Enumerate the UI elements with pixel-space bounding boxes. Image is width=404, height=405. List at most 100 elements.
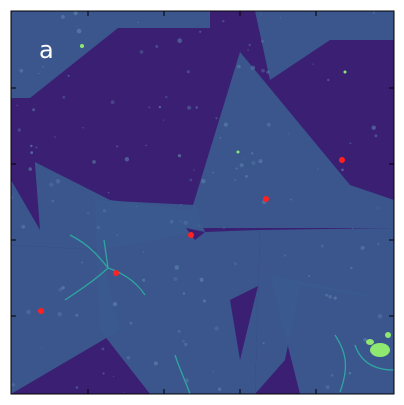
speckle-dot	[328, 294, 333, 299]
speckle-dot	[212, 370, 214, 373]
speckle-dot	[177, 330, 181, 333]
speckle-dot	[19, 68, 24, 73]
speckle-dot	[266, 122, 271, 127]
speckle-dot	[96, 225, 101, 230]
speckle-dot	[155, 45, 159, 48]
speckle-dot	[16, 104, 18, 107]
speckle-dot	[260, 14, 262, 16]
speckle-dot	[30, 144, 33, 148]
speckle-dot	[201, 179, 206, 184]
speckle-dot	[153, 361, 158, 366]
speckle-dot	[351, 227, 354, 230]
marker-point	[38, 308, 44, 314]
speckle-dot	[284, 254, 287, 257]
speckle-dot	[183, 220, 188, 225]
speckle-dot	[26, 309, 31, 315]
speckle-dot	[223, 227, 225, 229]
speckle-dot	[184, 342, 188, 347]
speckle-dot	[363, 337, 367, 342]
speckle-dot	[174, 265, 180, 270]
speckle-dot	[372, 11, 376, 14]
speckle-dot	[21, 224, 26, 229]
speckle-dot	[239, 163, 244, 168]
speckle-dot	[187, 105, 192, 110]
speckle-dot	[28, 167, 32, 171]
marker-point	[188, 232, 194, 238]
speckle-dot	[374, 134, 378, 138]
speckle-dot	[82, 127, 84, 129]
speckle-dot	[251, 152, 254, 155]
speckle-dot	[251, 160, 256, 166]
speckle-dot	[162, 119, 165, 121]
speckle-dot	[110, 100, 115, 105]
speckle-dot	[75, 25, 78, 27]
speckle-dot	[102, 372, 105, 375]
speckle-dot	[202, 299, 206, 303]
speckle-dot	[237, 64, 241, 69]
speckle-dot	[341, 168, 344, 172]
axes-frame	[10, 10, 395, 395]
speckle-dot	[142, 251, 145, 253]
speckle-dot	[233, 262, 237, 266]
bright-cluster	[80, 44, 391, 357]
marker-point	[113, 270, 119, 276]
speckle-dot	[137, 21, 139, 24]
flake-regions	[11, 11, 394, 394]
speckle-dot	[317, 168, 319, 170]
speckle-dot	[87, 211, 90, 215]
speckle-dot	[235, 167, 238, 170]
speckle-dot	[30, 151, 34, 155]
speckle-dot	[124, 157, 130, 162]
speckle-dot	[376, 207, 379, 209]
speckle-dot	[75, 386, 79, 389]
speckle-dot	[350, 266, 353, 270]
speckle-dot	[214, 326, 219, 331]
speckle-dot	[51, 199, 55, 203]
speckle-dot	[40, 347, 43, 349]
speckle-dot	[180, 204, 182, 206]
marker-point	[339, 157, 345, 163]
speckle-dot	[35, 146, 38, 149]
speckle-dot	[32, 108, 36, 112]
speckle-dot	[116, 145, 119, 148]
speckle-dot	[182, 292, 186, 295]
substrate-gaps	[11, 98, 258, 360]
speckle-dot	[113, 375, 115, 377]
speckle-dot	[349, 142, 352, 145]
speckle-dot	[327, 78, 330, 82]
speckle-dot	[222, 20, 225, 23]
speckle-dot	[177, 154, 182, 158]
speckle-dot	[245, 175, 248, 178]
speckle-dot	[198, 224, 200, 227]
speckle-dot	[49, 182, 54, 187]
speckle-dot	[262, 342, 265, 345]
speckle-dot	[308, 275, 311, 277]
speckle-dot	[11, 383, 16, 387]
speckle-dot	[360, 245, 365, 250]
speckle-dot	[116, 234, 119, 236]
speckle-dot	[193, 169, 195, 171]
speckle-dot	[261, 68, 265, 73]
marker-point	[263, 196, 269, 202]
speckle-dot	[11, 196, 14, 199]
speckle-dot	[73, 11, 78, 16]
speckle-dot	[61, 286, 65, 290]
speckle-dot	[58, 287, 63, 292]
speckle-dot	[61, 15, 65, 19]
speckle-dot	[67, 74, 70, 77]
speckle-dot	[234, 179, 236, 181]
speckle-dot	[123, 391, 125, 394]
speckle-dot	[325, 293, 329, 297]
speckle-dot	[287, 133, 289, 135]
speckle-dot	[371, 125, 376, 130]
speckle-dot	[126, 356, 131, 360]
speckle-dot	[129, 321, 133, 325]
speckle-dot	[279, 16, 282, 19]
surface-speckles	[11, 11, 383, 394]
speckle-dot	[158, 105, 162, 109]
speckle-dot	[54, 136, 56, 138]
speckle-dot	[62, 95, 66, 99]
speckle-dot	[184, 378, 189, 383]
speckle-dot	[248, 43, 251, 47]
speckle-dot	[247, 49, 249, 51]
